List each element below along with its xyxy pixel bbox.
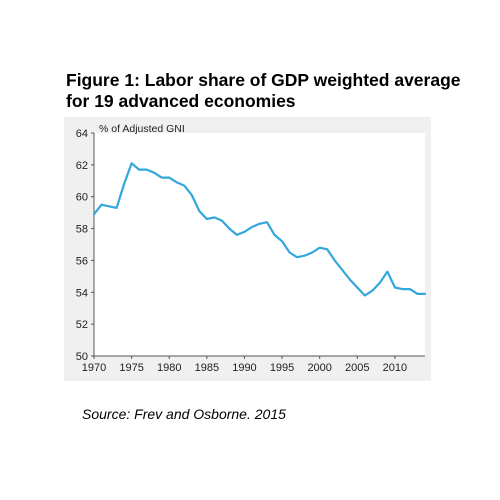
x-tick-label: 2000 xyxy=(307,362,331,374)
tick-labels: 50 52 54 56 58 60 62 64 1970 1975 1980 1985 1990 1995… xyxy=(76,128,407,374)
y-tick-label: 52 xyxy=(76,319,88,331)
chart-title: Figure 1: Labor share of GDP weighted av… xyxy=(66,70,461,111)
y-tick-label: 60 xyxy=(76,192,88,204)
y-tick-label: 50 xyxy=(76,351,88,363)
x-tick-label: 1995 xyxy=(270,362,294,374)
y-tick-label: 56 xyxy=(76,255,88,267)
y-tick-label: 54 xyxy=(76,287,88,299)
y-axis-unit-label: % of Adjusted GNI xyxy=(99,123,185,135)
x-tick-label: 2010 xyxy=(383,362,407,374)
y-tick-label: 62 xyxy=(76,160,88,172)
x-tick-label: 1970 xyxy=(82,362,106,374)
x-tick-label: 1985 xyxy=(195,362,219,374)
y-tick-label: 64 xyxy=(76,128,88,140)
x-tick-label: 1980 xyxy=(157,362,181,374)
y-tick-label: 58 xyxy=(76,224,88,236)
source-note: Source: Frev and Osborne. 2015 xyxy=(82,406,286,422)
series-layer xyxy=(92,162,427,297)
x-tick-label: 1975 xyxy=(119,362,143,374)
axes xyxy=(91,132,425,359)
chart-panel: 50 52 54 56 58 60 62 64 1970 1975 1980 1985 1990 1995… xyxy=(64,117,431,381)
line-chart: 50 52 54 56 58 60 62 64 1970 1975 1980 1985 1990 1995… xyxy=(76,123,427,374)
x-tick-label: 2005 xyxy=(345,362,369,374)
x-tick-label: 1990 xyxy=(232,362,256,374)
series-line-1 xyxy=(92,162,427,297)
plot-area xyxy=(94,133,425,356)
